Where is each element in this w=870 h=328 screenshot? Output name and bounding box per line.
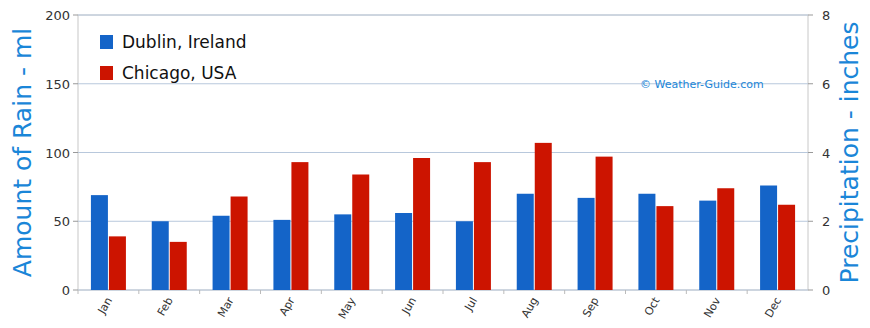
bar [231, 197, 248, 291]
x-tick-label: Jan [95, 295, 115, 317]
bar [517, 194, 534, 290]
x-tick-label: Jul [462, 295, 480, 314]
x-tick [382, 290, 383, 294]
x-tick [625, 290, 626, 294]
y-tick-label: 0 [62, 283, 70, 298]
x-tick [138, 290, 139, 294]
y2-tick-label: 2 [822, 214, 830, 229]
y2-axis-title: Precipitation - inches [835, 22, 864, 284]
bar [91, 195, 108, 290]
bar [760, 186, 777, 291]
x-tick-label: Mar [215, 295, 237, 320]
x-tick [78, 290, 79, 294]
x-tick [747, 290, 748, 294]
legend-swatch [100, 35, 113, 49]
x-tick [321, 290, 322, 294]
y-axis-title: Amount of Rain - ml [8, 28, 37, 277]
bar [535, 143, 552, 290]
x-tick-label: Feb [155, 295, 176, 318]
bars [91, 143, 795, 290]
bar [395, 213, 412, 290]
y2-tick-label: 4 [822, 146, 830, 161]
grid-line [78, 221, 808, 222]
legend-label: Dublin, Ireland [122, 32, 246, 52]
y2-tick-label: 8 [822, 8, 830, 23]
tick-mark [808, 290, 813, 291]
x-tick [443, 290, 444, 294]
x-tick [686, 290, 687, 294]
x-tick [564, 290, 565, 294]
bar [413, 158, 430, 290]
bar [334, 214, 351, 290]
legend: Dublin, Ireland Chicago, USA [100, 32, 246, 83]
bar [638, 194, 655, 290]
chart-svg: 0 50 100 150 200 0 2 4 6 8 Amount of Rain - ml Prec… [0, 0, 870, 328]
chart: 0 50 100 150 200 0 2 4 6 8 Amount of Rain - ml Prec… [0, 0, 870, 328]
x-tick-label: May [336, 295, 359, 322]
x-tick [199, 290, 200, 294]
x-tick-label: Nov [701, 295, 723, 321]
bar [273, 220, 290, 290]
tick-mark [808, 15, 813, 16]
y2-tick-label: 0 [822, 283, 830, 298]
grid-line [78, 152, 808, 153]
x-tick-label: Aug [519, 295, 541, 320]
bar [699, 201, 716, 290]
tick-mark [73, 221, 78, 222]
tick-mark [808, 221, 813, 222]
x-tick [503, 290, 504, 294]
y2-tick-label: 6 [822, 77, 830, 92]
legend-label: Chicago, USA [122, 63, 237, 83]
y-tick-label: 200 [45, 8, 70, 23]
bar [109, 236, 126, 290]
x-tick-label: Sep [580, 295, 602, 319]
grid-line [78, 15, 808, 16]
x-tick-label: Apr [277, 295, 298, 318]
bar [456, 221, 473, 290]
tick-mark [73, 152, 78, 153]
tick-mark [73, 83, 78, 84]
tick-mark [73, 15, 78, 16]
bar [213, 216, 230, 290]
annotation: © Weather-Guide.com [640, 78, 764, 91]
bar [170, 242, 187, 290]
tick-mark [808, 152, 813, 153]
tick-mark [808, 83, 813, 84]
y-tick-label: 150 [45, 77, 70, 92]
y-tick-label: 100 [45, 146, 70, 161]
x-tick-label: Oct [642, 294, 663, 318]
legend-swatch [100, 66, 113, 80]
x-tick [260, 290, 261, 294]
bar [778, 205, 795, 290]
y-tick-label: 50 [53, 214, 70, 229]
x-tick-label: Jun [399, 295, 419, 317]
bar [656, 206, 673, 290]
plot-frame [78, 15, 808, 290]
bar [578, 198, 595, 290]
x-tick-label: Dec [762, 295, 784, 320]
bar [291, 162, 308, 290]
bar [152, 221, 169, 290]
bar [717, 188, 734, 290]
bar [596, 157, 613, 290]
bar [474, 162, 491, 290]
tick-mark [73, 290, 78, 291]
bar [352, 175, 369, 291]
